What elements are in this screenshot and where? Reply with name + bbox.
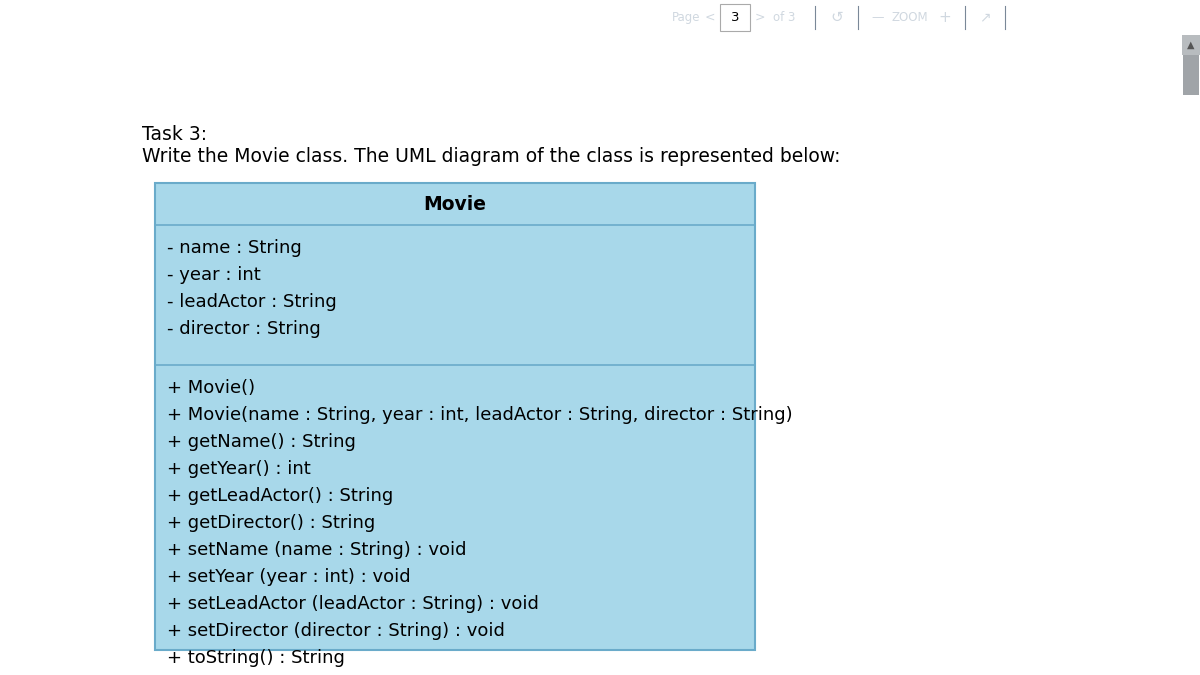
Text: + getDirector() : String: + getDirector() : String [167, 514, 376, 532]
Text: Page: Page [672, 11, 701, 24]
Text: - director : String: - director : String [167, 320, 320, 338]
Text: + Movie(name : String, year : int, leadActor : String, director : String): + Movie(name : String, year : int, leadA… [167, 406, 793, 424]
Text: + toString() : String: + toString() : String [167, 649, 344, 667]
Text: Write the Movie class. The UML diagram of the class is represented below:: Write the Movie class. The UML diagram o… [142, 147, 840, 166]
Text: - name : String: - name : String [167, 239, 301, 257]
Text: ↗: ↗ [979, 11, 991, 24]
Text: +: + [938, 10, 952, 25]
Text: - year : int: - year : int [167, 266, 260, 284]
Text: <: < [704, 11, 715, 24]
Text: + setName (name : String) : void: + setName (name : String) : void [167, 541, 467, 559]
Text: + getLeadActor() : String: + getLeadActor() : String [167, 487, 394, 505]
Text: + getYear() : int: + getYear() : int [167, 460, 311, 478]
Bar [1182, 35, 1200, 55]
Text: ↺: ↺ [830, 10, 844, 25]
Text: >: > [755, 11, 766, 24]
Text: + getName() : String: + getName() : String [167, 433, 356, 451]
Text: Movie: Movie [424, 194, 486, 213]
Text: Task 3:: Task 3: [142, 125, 208, 144]
Bar [1183, 55, 1199, 95]
Text: of 3: of 3 [773, 11, 796, 24]
Text: - leadActor : String: - leadActor : String [167, 293, 337, 311]
Bar [155, 183, 755, 650]
Text: ▲: ▲ [1187, 40, 1195, 50]
Text: + setYear (year : int) : void: + setYear (year : int) : void [167, 568, 410, 586]
Text: + setLeadActor (leadActor : String) : void: + setLeadActor (leadActor : String) : vo… [167, 595, 539, 613]
Text: ZOOM: ZOOM [892, 11, 929, 24]
Text: 3: 3 [731, 11, 739, 24]
Bar [720, 4, 750, 31]
Text: —: — [871, 11, 884, 24]
Text: + Movie(): + Movie() [167, 379, 256, 397]
Text: + setDirector (director : String) : void: + setDirector (director : String) : void [167, 622, 505, 640]
